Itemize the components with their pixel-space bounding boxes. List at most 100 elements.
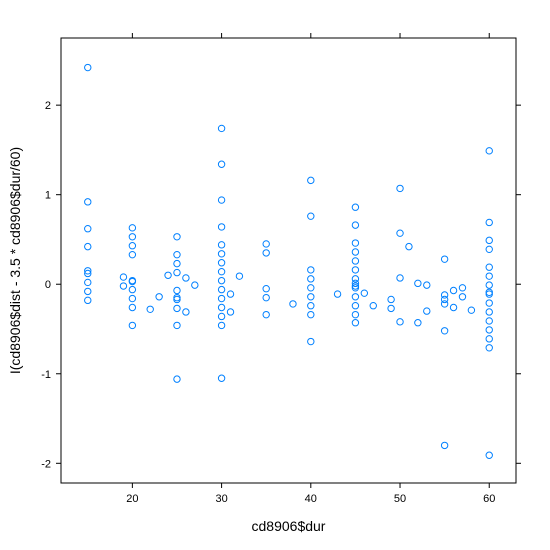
y-tick-label: 0 bbox=[45, 279, 51, 291]
data-point bbox=[173, 295, 181, 304]
y-axis-title: I(cd8906$dist - 3.5 * cd8906$dur/60) bbox=[7, 147, 23, 374]
data-point bbox=[440, 300, 449, 308]
data-point bbox=[351, 221, 360, 229]
data-point bbox=[217, 250, 226, 258]
x-tick-label: 50 bbox=[394, 493, 406, 505]
data-point bbox=[414, 319, 422, 327]
data-point bbox=[217, 303, 226, 312]
data-point bbox=[128, 233, 137, 241]
x-tick-label: 60 bbox=[483, 493, 495, 505]
data-point bbox=[414, 279, 422, 288]
data-point bbox=[146, 305, 154, 313]
data-point bbox=[226, 308, 235, 316]
data-point bbox=[440, 295, 449, 304]
y-tick-label: -1 bbox=[41, 369, 51, 381]
data-point bbox=[84, 278, 92, 287]
data-point bbox=[173, 250, 181, 259]
data-point bbox=[217, 267, 226, 276]
y-axis: -2 -1 0 1 2 bbox=[41, 100, 521, 470]
data-point bbox=[485, 236, 493, 245]
data-point bbox=[423, 281, 431, 289]
data-point bbox=[440, 255, 449, 263]
data-point bbox=[262, 310, 270, 319]
data-point bbox=[289, 300, 297, 308]
x-axis: 20 30 40 50 60 bbox=[126, 33, 495, 505]
data-point bbox=[307, 337, 315, 346]
data-point bbox=[217, 196, 226, 204]
data-point bbox=[485, 317, 493, 325]
data-point bbox=[217, 276, 226, 285]
data-point bbox=[173, 321, 181, 330]
data-point bbox=[405, 242, 413, 251]
data-point bbox=[84, 242, 92, 251]
x-tick-label: 40 bbox=[305, 493, 317, 505]
data-point bbox=[351, 203, 360, 211]
data-point bbox=[351, 279, 360, 288]
data-point bbox=[485, 290, 493, 298]
data-point bbox=[485, 335, 493, 343]
data-point bbox=[351, 310, 360, 319]
data-point bbox=[449, 286, 458, 295]
data-point bbox=[128, 303, 137, 312]
data-point bbox=[307, 266, 315, 274]
data-point bbox=[351, 257, 360, 265]
data-point bbox=[351, 248, 360, 256]
data-point bbox=[217, 321, 226, 330]
data-point bbox=[440, 441, 449, 450]
data-point bbox=[307, 275, 315, 283]
data-point bbox=[307, 212, 315, 220]
data-point bbox=[307, 293, 315, 301]
data-point bbox=[485, 218, 493, 227]
data-point bbox=[485, 451, 493, 459]
data-point bbox=[485, 308, 493, 316]
data-point bbox=[235, 272, 244, 280]
data-point bbox=[467, 306, 476, 314]
x-tick-label: 20 bbox=[126, 493, 138, 505]
data-point bbox=[387, 304, 395, 313]
data-point bbox=[485, 326, 493, 334]
data-point bbox=[128, 294, 137, 303]
data-point bbox=[440, 327, 449, 335]
data-point bbox=[458, 284, 467, 292]
data-point bbox=[485, 344, 493, 352]
data-point bbox=[387, 295, 395, 304]
data-point bbox=[128, 285, 137, 294]
data-point bbox=[262, 240, 270, 248]
data-point bbox=[485, 272, 493, 280]
data-point bbox=[396, 318, 404, 326]
data-point bbox=[128, 250, 137, 259]
data-point bbox=[396, 184, 404, 193]
data-point bbox=[84, 287, 92, 296]
data-point bbox=[84, 267, 92, 275]
data-point bbox=[191, 281, 199, 289]
data-point bbox=[396, 229, 404, 237]
data-point bbox=[84, 269, 92, 278]
data-point bbox=[217, 259, 226, 267]
data-point bbox=[164, 271, 172, 279]
y-tick-label: 1 bbox=[45, 190, 51, 202]
data-point bbox=[262, 285, 270, 293]
data-point bbox=[485, 147, 493, 155]
x-tick-label: 30 bbox=[215, 493, 227, 505]
data-point bbox=[173, 268, 181, 277]
data-point bbox=[119, 282, 128, 290]
data-point bbox=[84, 63, 92, 72]
data-point bbox=[351, 266, 360, 274]
data-point bbox=[217, 294, 226, 303]
y-tick-label: 2 bbox=[45, 100, 51, 112]
data-point bbox=[351, 293, 360, 301]
data-point bbox=[155, 293, 163, 301]
data-point bbox=[128, 242, 137, 250]
data-point bbox=[360, 289, 369, 297]
data-point bbox=[84, 296, 92, 305]
data-point bbox=[226, 290, 235, 298]
data-point bbox=[485, 281, 493, 289]
data-point bbox=[128, 277, 137, 286]
data-point bbox=[173, 259, 181, 268]
data-point bbox=[307, 284, 315, 292]
data-point bbox=[182, 308, 190, 316]
data-point bbox=[351, 284, 360, 292]
data-point bbox=[182, 274, 190, 282]
data-point bbox=[351, 319, 360, 327]
